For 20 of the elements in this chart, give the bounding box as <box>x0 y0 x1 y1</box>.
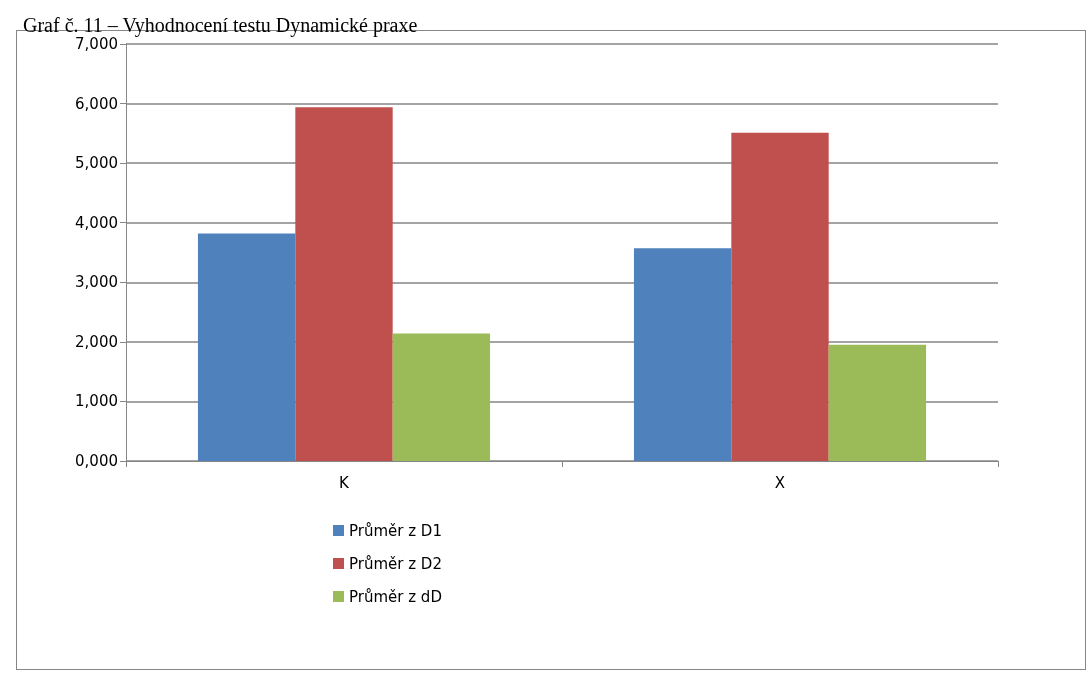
bar <box>633 248 732 461</box>
y-tick-label: 5,000 <box>75 154 118 173</box>
y-tick-label: 0,000 <box>75 452 118 470</box>
x-tick-label: X <box>774 473 786 492</box>
legend-label: Průměr z dD <box>349 587 442 606</box>
legend-label: Průměr z D1 <box>349 521 442 540</box>
chart-title: Graf č. 11 – Vyhodnocení testu Dynamické praxe <box>23 14 418 37</box>
bar <box>197 233 296 461</box>
legend-label: Průměr z D2 <box>349 554 442 573</box>
y-tick-label: 2,000 <box>75 332 118 351</box>
y-tick-label: 6,000 <box>75 94 118 113</box>
bar <box>295 107 393 461</box>
y-tick-label: 7,000 <box>75 35 118 53</box>
bar <box>828 344 927 461</box>
y-tick-label: 3,000 <box>75 273 118 292</box>
bar <box>731 132 829 461</box>
x-tick-label: K <box>339 473 351 492</box>
bar <box>392 333 491 461</box>
y-tick-label: 1,000 <box>75 392 118 411</box>
y-tick-label: 4,000 <box>75 213 118 232</box>
